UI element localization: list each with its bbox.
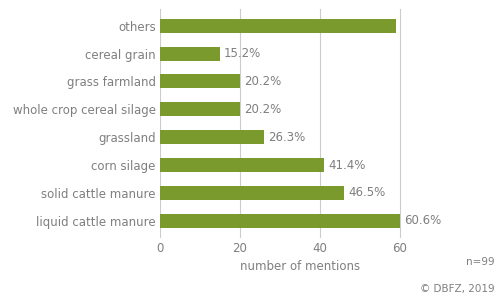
Text: 60.6%: 60.6%: [404, 214, 442, 228]
Text: 15.2%: 15.2%: [224, 47, 261, 60]
Text: 26.3%: 26.3%: [268, 131, 305, 144]
Text: 41.4%: 41.4%: [328, 159, 366, 172]
Bar: [160, 186, 344, 200]
Text: © DBFZ, 2019: © DBFZ, 2019: [420, 284, 495, 294]
Bar: [160, 158, 324, 172]
Bar: [160, 214, 400, 228]
Bar: [160, 130, 264, 144]
X-axis label: number of mentions: number of mentions: [240, 260, 360, 273]
Text: 46.5%: 46.5%: [348, 187, 385, 200]
Text: 20.2%: 20.2%: [244, 75, 281, 88]
Bar: [160, 47, 220, 61]
Bar: [160, 75, 240, 89]
Text: n=99: n=99: [466, 257, 495, 267]
Text: 20.2%: 20.2%: [244, 103, 281, 116]
Bar: [160, 19, 396, 33]
Bar: [160, 102, 240, 116]
